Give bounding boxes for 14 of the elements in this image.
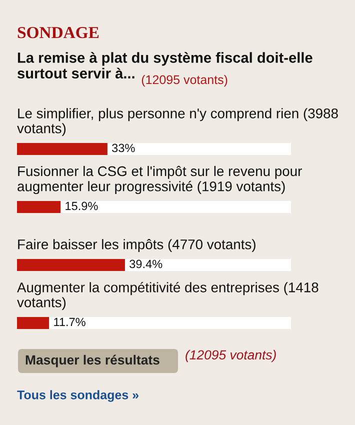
y-tick-label: Faire baisser les impôts (4770 votants) — [18, 239, 256, 252]
bar — [17, 317, 50, 329]
y-tick-label: Le simplifier, plus personne n'y comprend rien (3988 votants) — [17, 108, 338, 136]
data-label: 33% — [112, 144, 135, 152]
data-label: 11.7% — [54, 318, 86, 326]
text: Masquer les résultats — [26, 354, 160, 368]
chart-title: SONDAGE — [18, 26, 99, 38]
data-label: 15.9% — [66, 202, 98, 210]
y-tick-label: Augmenter la compétitivité des entreprises (1418 votants) — [17, 282, 318, 310]
bar — [17, 201, 61, 213]
text: (12095 votants) — [186, 350, 276, 362]
y-tick-label: Fusionner la CSG et l'impôt sur le revenu pour augmenter leur progressivité (1919 votants) — [18, 166, 302, 194]
text: Tous les sondages » — [17, 390, 138, 402]
data-label: 39.4% — [130, 260, 162, 268]
